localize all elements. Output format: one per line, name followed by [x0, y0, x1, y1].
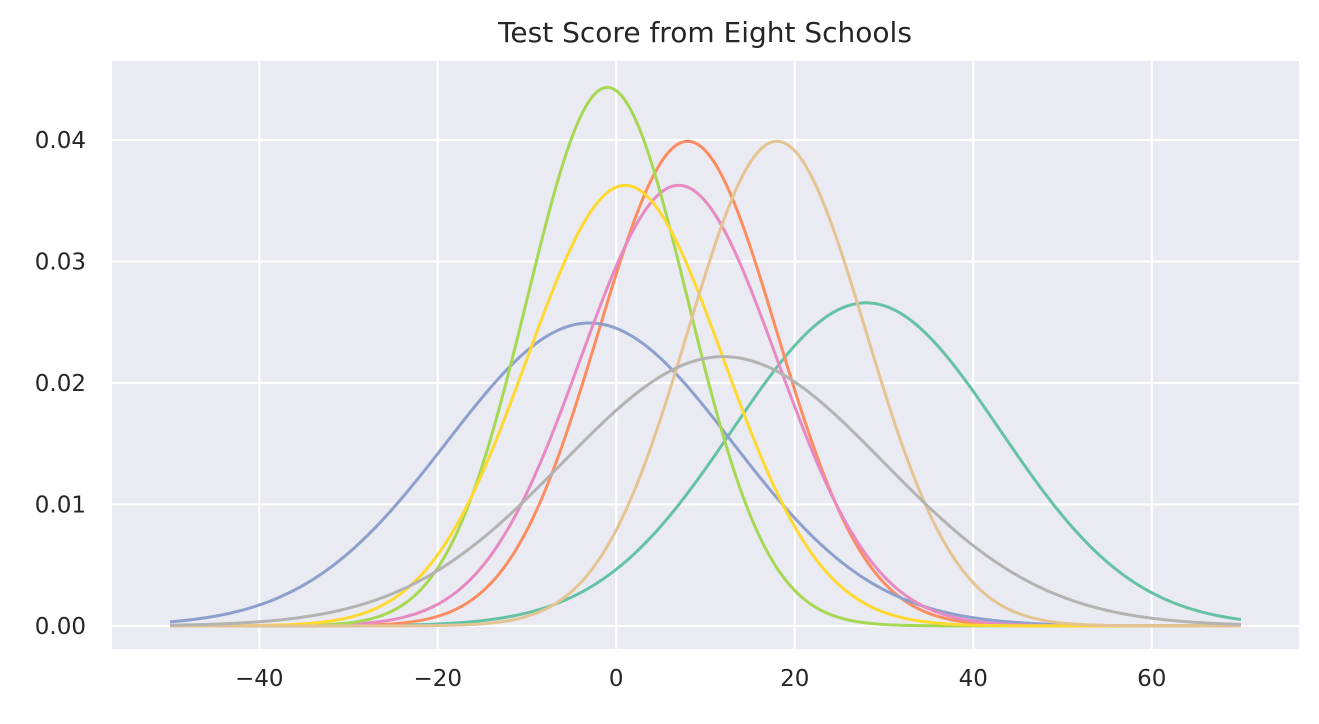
series-line-7 — [170, 139, 1241, 628]
series-group — [169, 85, 1242, 628]
y-tick-label: 0.04 — [35, 128, 86, 154]
y-tick-label: 0.00 — [35, 614, 86, 640]
x-tick-label: −40 — [235, 666, 284, 692]
y-tick-label: 0.01 — [35, 492, 86, 518]
series-line-6 — [170, 183, 1241, 628]
chart-title: Test Score from Eight Schools — [497, 16, 912, 49]
plot-area — [112, 61, 1299, 649]
y-axis-ticks: 0.00 0.01 0.02 0.03 0.04 — [35, 128, 86, 640]
y-tick-label: 0.03 — [35, 249, 86, 275]
x-axis-ticks: −40 −20 0 20 40 60 — [235, 666, 1166, 692]
x-tick-label: 40 — [959, 666, 988, 692]
y-tick-label: 0.02 — [35, 371, 86, 397]
x-tick-label: −20 — [413, 666, 462, 692]
x-tick-label: 20 — [780, 666, 809, 692]
series-line-8 — [169, 355, 1242, 627]
x-tick-label: 60 — [1137, 666, 1166, 692]
x-tick-label: 0 — [609, 666, 624, 692]
